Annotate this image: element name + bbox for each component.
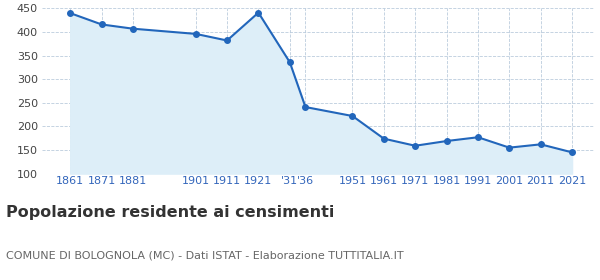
Text: Popolazione residente ai censimenti: Popolazione residente ai censimenti <box>6 205 334 220</box>
Text: COMUNE DI BOLOGNOLA (MC) - Dati ISTAT - Elaborazione TUTTITALIA.IT: COMUNE DI BOLOGNOLA (MC) - Dati ISTAT - … <box>6 250 404 260</box>
